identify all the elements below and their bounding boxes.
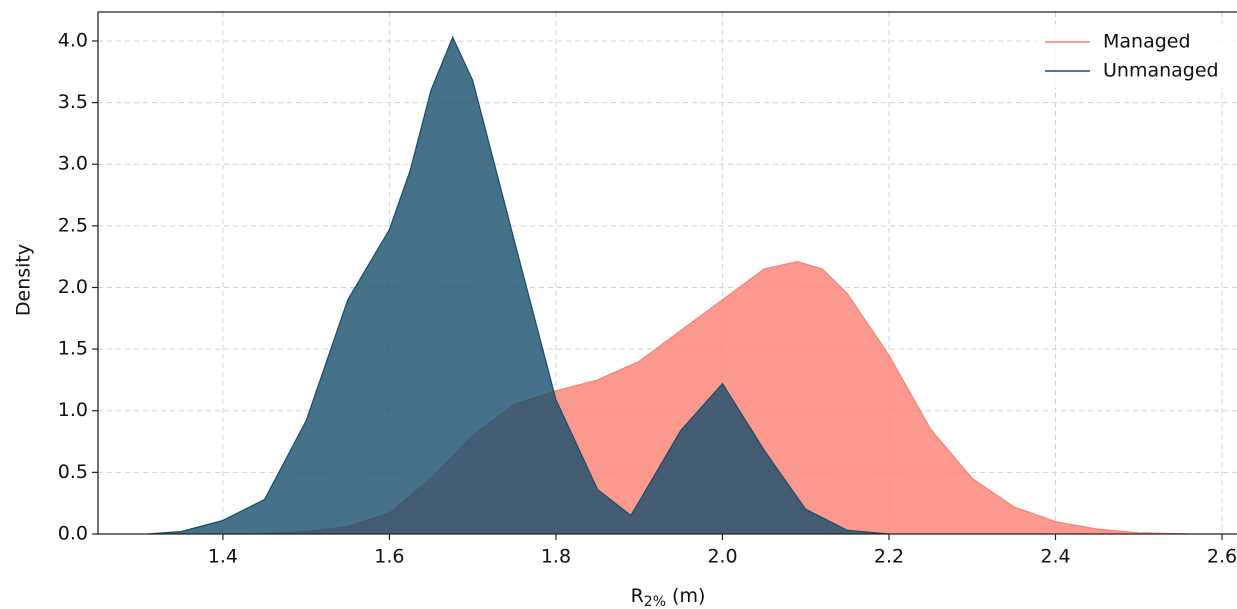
legend-label: Managed [1103, 31, 1191, 53]
y-tick-label: 2.5 [58, 214, 88, 236]
y-tick-label: 2.0 [58, 276, 88, 298]
x-tick-label: 2.6 [1207, 546, 1237, 568]
legend-box [1035, 24, 1237, 88]
x-label-rest: (m) [666, 585, 705, 607]
x-tick-label: 2.2 [874, 546, 904, 568]
y-tick-label: 0.5 [58, 461, 88, 483]
y-tick-label: 1.5 [58, 338, 88, 360]
x-label-sub: 2% [644, 594, 666, 609]
legend: Managed Unmanaged [1035, 24, 1237, 88]
x-axis-label: R2% (m) [631, 585, 706, 609]
y-tick-label: 3.5 [58, 91, 88, 113]
density-line [147, 35, 890, 535]
x-tick-label: 1.6 [374, 546, 404, 568]
axes-frame [97, 11, 1237, 535]
x-tick-label: 2.4 [1040, 546, 1070, 568]
x-tick-label: 1.8 [541, 546, 571, 568]
y-tick-label: 4.0 [58, 29, 88, 51]
y-tick-label: 1.0 [58, 399, 88, 421]
y-tick-label: 0.0 [58, 523, 88, 545]
x-tick-label: 2.0 [707, 546, 737, 568]
y-tick-label: 3.0 [58, 153, 88, 175]
legend-label: Unmanaged [1103, 60, 1219, 82]
x-label-main: R [631, 585, 644, 607]
x-tick-label: 1.4 [208, 546, 238, 568]
y-axis-label: Density [13, 244, 35, 316]
density-area [148, 37, 889, 535]
